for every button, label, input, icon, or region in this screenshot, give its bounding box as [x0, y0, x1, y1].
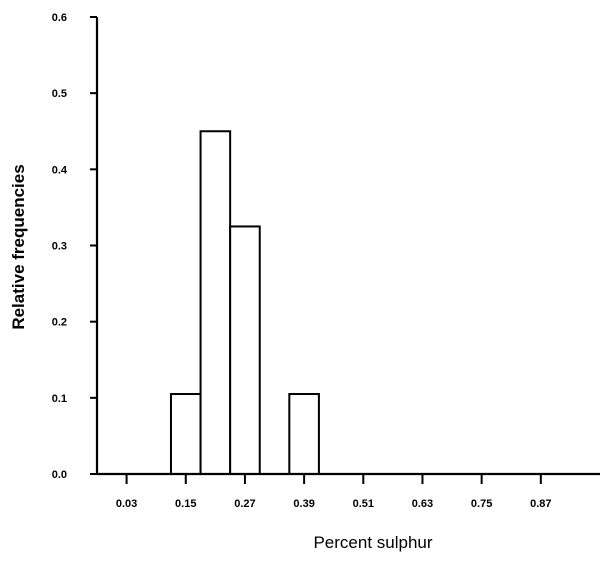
histogram-bar — [288, 393, 320, 475]
x-tick-label: 0.15 — [175, 498, 196, 510]
bars-group — [169, 130, 320, 475]
x-tick-label: 0.63 — [412, 498, 433, 510]
x-axis-title: Percent sulphur — [313, 533, 432, 552]
y-ticks-group: 0.0 0.1 0.2 0.3 0.4 0.5 0.6 — [52, 12, 97, 481]
y-tick-label: 0.6 — [52, 12, 67, 24]
y-tick-label: 0.1 — [52, 393, 67, 405]
histogram-bar — [199, 130, 232, 475]
x-tick-label: 0.51 — [353, 498, 374, 510]
histogram-bar — [229, 225, 261, 475]
histogram-bar — [169, 393, 202, 475]
x-ticks-group: 0.03 0.15 0.27 0.39 0.51 0.63 0.75 0.87 — [116, 474, 552, 510]
y-tick-label: 0.5 — [52, 88, 67, 100]
y-tick-label: 0.2 — [52, 317, 67, 329]
x-tick-label: 0.39 — [293, 498, 314, 510]
x-tick-label: 0.75 — [471, 498, 492, 510]
x-tick-label: 0.27 — [234, 498, 255, 510]
y-axis-title: Relative frequencies — [9, 164, 28, 329]
y-tick-label: 0.3 — [52, 241, 67, 253]
y-tick-label: 0.0 — [52, 469, 67, 481]
x-tick-label: 0.87 — [530, 498, 551, 510]
x-tick-label: 0.03 — [116, 498, 137, 510]
y-tick-label: 0.4 — [52, 164, 68, 176]
